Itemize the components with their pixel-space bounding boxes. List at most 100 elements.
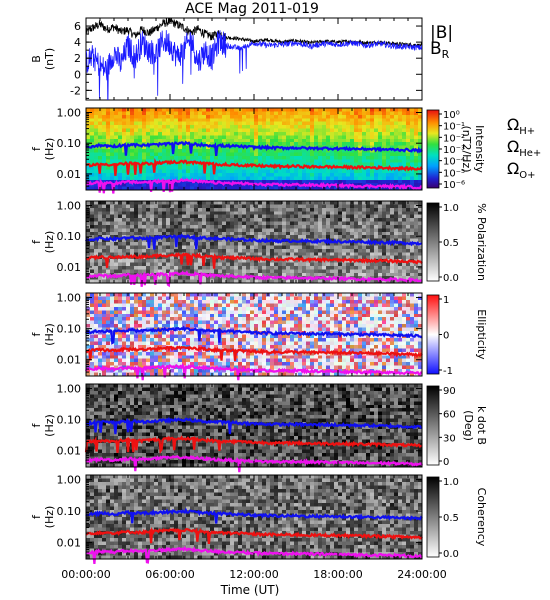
heatmap-cell bbox=[218, 125, 223, 129]
heatmap-cell bbox=[134, 334, 139, 339]
heatmap-cell bbox=[142, 334, 147, 339]
heatmap-cell bbox=[290, 242, 295, 246]
heatmap-cell bbox=[410, 172, 415, 177]
heatmap-cell bbox=[86, 242, 91, 246]
heatmap-cell bbox=[402, 169, 407, 174]
heatmap-cell bbox=[214, 221, 219, 226]
heatmap-cell bbox=[326, 272, 331, 277]
heatmap-cell bbox=[166, 224, 171, 229]
heatmap-cell bbox=[118, 218, 123, 222]
heatmap-cell bbox=[358, 211, 363, 215]
heatmap-cell bbox=[170, 166, 175, 170]
heatmap-cell bbox=[270, 221, 275, 226]
heatmap-cell bbox=[334, 262, 339, 267]
heatmap-cell bbox=[230, 118, 235, 122]
heatmap-cell bbox=[306, 211, 311, 215]
heatmap-cell bbox=[210, 369, 215, 373]
heatmap-cell bbox=[238, 238, 243, 243]
figure-title: ACE Mag 2011-019 bbox=[185, 1, 319, 17]
heatmap-cell bbox=[402, 235, 407, 239]
heatmap-cell bbox=[114, 341, 119, 346]
heatmap-cell bbox=[294, 166, 299, 170]
heatmap-cell bbox=[246, 214, 251, 219]
heatmap-cell bbox=[238, 228, 243, 233]
heatmap-cell bbox=[346, 231, 351, 236]
heatmap-cell bbox=[166, 231, 171, 236]
heatmap-cell bbox=[394, 152, 399, 157]
heatmap-cell bbox=[190, 221, 195, 226]
heatmap-cell bbox=[198, 348, 203, 353]
heatmap-cell bbox=[130, 218, 135, 222]
heatmap-cell bbox=[398, 138, 403, 143]
heatmap-cell bbox=[106, 299, 111, 304]
heatmap-cell bbox=[238, 235, 243, 239]
heatmap-cell bbox=[186, 201, 191, 205]
heatmap-cell bbox=[190, 183, 195, 187]
heatmap-cell bbox=[294, 152, 299, 157]
heatmap-cell bbox=[230, 214, 235, 219]
heatmap-cell bbox=[198, 131, 203, 136]
heatmap-cell bbox=[186, 279, 191, 284]
heatmap-cell bbox=[102, 128, 107, 133]
heatmap-cell bbox=[154, 155, 159, 160]
heatmap-cell bbox=[206, 293, 211, 297]
heatmap-cell bbox=[86, 218, 91, 222]
heatmap-cell bbox=[230, 245, 235, 250]
heatmap-cell bbox=[258, 235, 263, 239]
heatmap-cell bbox=[270, 224, 275, 229]
heatmap-cell bbox=[338, 176, 343, 181]
heatmap-cell bbox=[98, 128, 103, 133]
heatmap-cell bbox=[346, 272, 351, 277]
heatmap-cell bbox=[370, 121, 375, 126]
heatmap-cell bbox=[262, 128, 267, 133]
heatmap-cell bbox=[166, 204, 171, 209]
heatmap-cell bbox=[150, 259, 155, 263]
heatmap-cell bbox=[126, 331, 131, 335]
heatmap-cell bbox=[378, 252, 383, 256]
heatmap-cell bbox=[174, 218, 179, 222]
heatmap-cell bbox=[150, 218, 155, 222]
heatmap-cell bbox=[150, 372, 155, 377]
heatmap-cell bbox=[118, 320, 123, 325]
heatmap-cell bbox=[386, 138, 391, 143]
heatmap-cell bbox=[162, 351, 167, 356]
heatmap-cell bbox=[182, 149, 187, 153]
heatmap-cell bbox=[114, 324, 119, 328]
heatmap-cell bbox=[118, 172, 123, 177]
heatmap-cell bbox=[118, 337, 123, 342]
heatmap-cell bbox=[298, 262, 303, 267]
heatmap-cell bbox=[334, 272, 339, 277]
heatmap-cell bbox=[94, 176, 99, 181]
heatmap-cell bbox=[410, 135, 415, 140]
heatmap-cell bbox=[210, 355, 215, 360]
heatmap-cell bbox=[114, 155, 119, 160]
heatmap-cell bbox=[398, 114, 403, 119]
heatmap-cell bbox=[214, 242, 219, 246]
heatmap-cell bbox=[102, 259, 107, 263]
heatmap-cell bbox=[162, 145, 167, 150]
heatmap-cell bbox=[322, 262, 327, 267]
heatmap-cell bbox=[246, 245, 251, 250]
heatmap-cell bbox=[238, 121, 243, 126]
heatmap-cell bbox=[374, 159, 379, 163]
heatmap-cell bbox=[86, 111, 91, 116]
heatmap-cell bbox=[310, 152, 315, 157]
heatmap-cell bbox=[122, 320, 127, 325]
heatmap-cell bbox=[266, 214, 271, 219]
heatmap-cell bbox=[222, 303, 227, 308]
heatmap-cell bbox=[310, 111, 315, 116]
heatmap-cell bbox=[106, 121, 111, 126]
heatmap-cell bbox=[354, 145, 359, 150]
heatmap-cell bbox=[86, 135, 91, 140]
heatmap-cell bbox=[234, 152, 239, 157]
heatmap-cell bbox=[390, 111, 395, 116]
heatmap-cell bbox=[206, 252, 211, 256]
heatmap-cell bbox=[98, 204, 103, 209]
heatmap-cell bbox=[122, 279, 127, 284]
heatmap-cell bbox=[362, 145, 367, 150]
heatmap-cell bbox=[418, 152, 423, 157]
heatmap-cell bbox=[326, 176, 331, 181]
heatmap-cell bbox=[338, 245, 343, 250]
heatmap-cell bbox=[246, 121, 251, 126]
heatmap-cell bbox=[190, 303, 195, 308]
